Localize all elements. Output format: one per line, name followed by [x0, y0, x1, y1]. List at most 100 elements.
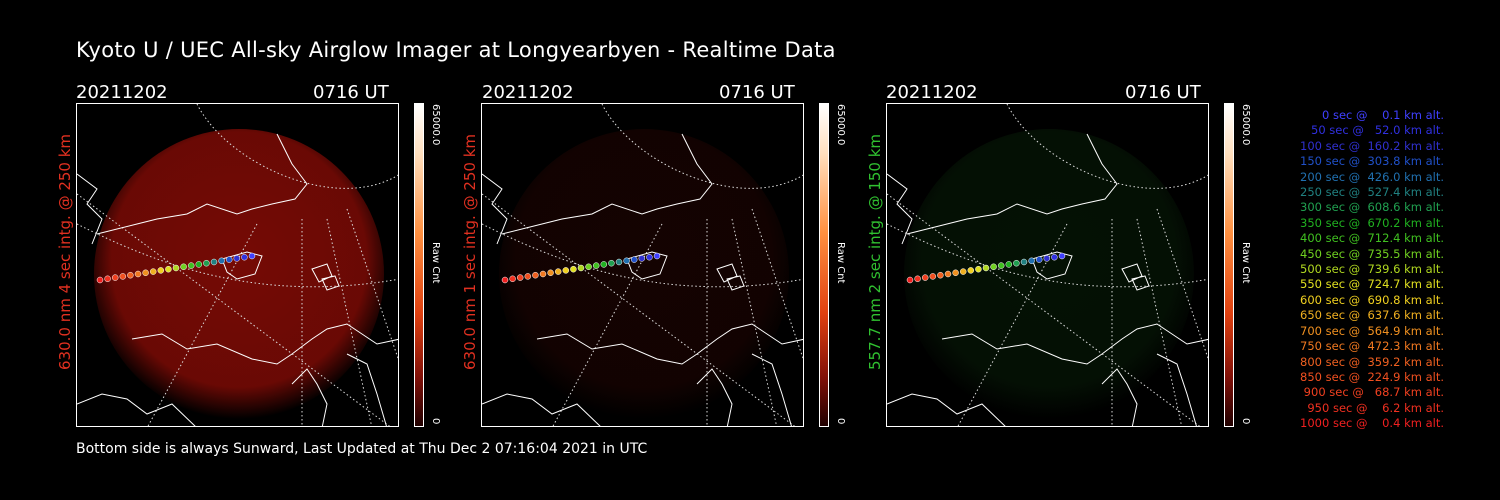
trajectory-point — [149, 268, 157, 275]
panel-2-cbar-max: 65000.0 — [835, 104, 846, 146]
trajectory-point — [906, 276, 914, 284]
legend-row: 150 sec @ 303.8 km alt. — [1296, 154, 1444, 169]
trajectory-point — [623, 257, 630, 265]
panel-3-cbar-unit: Raw Cnt — [1240, 242, 1251, 284]
latitude-line — [196, 104, 398, 189]
airglow-disk — [94, 129, 384, 419]
panel-1-image — [76, 103, 399, 427]
panel-3-cbar-max: 65000.0 — [1240, 104, 1251, 146]
trajectory-point — [944, 270, 952, 278]
trajectory-point — [225, 256, 233, 263]
trajectory-point — [1043, 255, 1051, 262]
island-outline — [311, 263, 340, 291]
trajectory-point — [516, 274, 524, 281]
latitude-line — [601, 104, 803, 189]
longitude-line — [887, 193, 1201, 426]
trajectory-point — [982, 264, 990, 272]
trajectory-point — [187, 262, 195, 269]
trajectory-point — [119, 273, 127, 280]
panel-3-vertical-label: 557.7 nm 2 sec intg. @ 150 km — [866, 133, 884, 370]
coastline — [941, 323, 1208, 365]
longitude-line — [147, 223, 258, 426]
coastline — [501, 133, 713, 235]
latitude-line — [482, 223, 803, 288]
panel-1-date: 20211202 — [76, 82, 168, 103]
legend-row: 1000 sec @ 0.4 km alt. — [1300, 416, 1444, 431]
legend-row: 0 sec @ 0.1 km alt. — [1311, 108, 1444, 122]
trajectory-point — [937, 271, 944, 279]
legend-row: 300 sec @ 608.6 km alt. — [1296, 200, 1444, 215]
trajectory-point — [592, 262, 600, 269]
longitude-line — [751, 208, 803, 360]
trajectory-point — [248, 252, 256, 260]
trajectory-point — [241, 253, 248, 261]
legend-row: 700 sec @ 564.9 km alt. — [1296, 323, 1444, 338]
legend-row: 450 sec @ 735.5 km alt. — [1296, 246, 1444, 261]
panel-2-cbar-min: 0 — [835, 418, 846, 425]
trajectory-point — [501, 276, 509, 284]
longitude-line — [77, 193, 391, 426]
coastline — [482, 173, 508, 245]
latitude-line — [1006, 104, 1208, 189]
panel-3-date: 20211202 — [886, 82, 978, 103]
trajectory-point — [967, 267, 975, 274]
trajectory-point — [929, 273, 937, 280]
legend-row: 900 sec @ 68.7 km alt. — [1300, 385, 1444, 400]
longitude-line — [552, 223, 663, 426]
longitude-line — [957, 223, 1068, 426]
trajectory-point — [134, 270, 142, 278]
trajectory-point — [157, 267, 165, 274]
coastline — [291, 368, 328, 426]
panel-3-colorbar — [1224, 103, 1234, 427]
trajectory-point — [195, 261, 203, 268]
trajectory-point — [104, 275, 111, 283]
coastline — [1156, 353, 1197, 426]
trajectory-point — [210, 258, 218, 266]
legend-row: 50 sec @ 52.0 km alt. — [1303, 123, 1444, 138]
coastline — [77, 173, 103, 245]
trajectory-point — [600, 261, 608, 268]
trajectory-point — [1058, 252, 1066, 260]
panel-1-colorbar — [414, 103, 424, 427]
trajectory-point — [562, 267, 570, 274]
airglow-disk — [499, 129, 789, 419]
panel-1-vertical-label: 630.0 nm 4 sec intg. @ 250 km — [56, 133, 74, 370]
coastline — [696, 368, 733, 426]
trajectory-point — [1020, 258, 1028, 266]
trajectory-point — [547, 269, 554, 277]
island-outline — [716, 263, 745, 291]
panel-1-cbar-max: 65000.0 — [430, 104, 441, 146]
trajectory-point — [1028, 257, 1035, 265]
legend-row: 350 sec @ 670.2 km alt. — [1296, 215, 1444, 230]
legend-row: 200 sec @ 426.0 km alt. — [1296, 169, 1444, 184]
trajectory-point — [1051, 253, 1058, 261]
coastline — [887, 393, 1006, 426]
coastline — [1101, 368, 1138, 426]
page-title: Kyoto U / UEC All-sky Airglow Imager at … — [76, 38, 836, 62]
trajectory-point — [921, 274, 929, 281]
panel-2-time: 0716 UT — [719, 82, 795, 103]
trajectory-point — [990, 263, 997, 271]
panel-1-cbar-unit: Raw Cnt — [430, 242, 441, 284]
island-outline — [1121, 263, 1150, 291]
trajectory-point — [1013, 259, 1020, 267]
trajectory-point — [203, 259, 210, 267]
latitude-line — [887, 223, 1208, 288]
trajectory-point — [577, 264, 585, 272]
panel-2-date: 20211202 — [482, 82, 574, 103]
latitude-line — [77, 223, 398, 288]
trajectory-point — [653, 252, 661, 260]
legend-row: 250 sec @ 527.4 km alt. — [1296, 185, 1444, 200]
panel-3-image — [886, 103, 1209, 427]
legend-row: 850 sec @ 224.9 km alt. — [1296, 369, 1444, 384]
trajectory-point — [96, 276, 104, 284]
coastline — [96, 133, 308, 235]
trajectory-point — [233, 255, 241, 262]
coastline — [536, 323, 803, 365]
trajectory-point — [142, 269, 149, 277]
panel-2-vertical-label: 630.0 nm 1 sec intg. @ 250 km — [461, 133, 479, 370]
trajectory-point — [509, 275, 516, 283]
trajectory-point — [172, 264, 180, 272]
legend-row: 100 sec @ 160.2 km alt. — [1296, 138, 1444, 153]
legend-row: 600 sec @ 690.8 km alt. — [1296, 292, 1444, 307]
